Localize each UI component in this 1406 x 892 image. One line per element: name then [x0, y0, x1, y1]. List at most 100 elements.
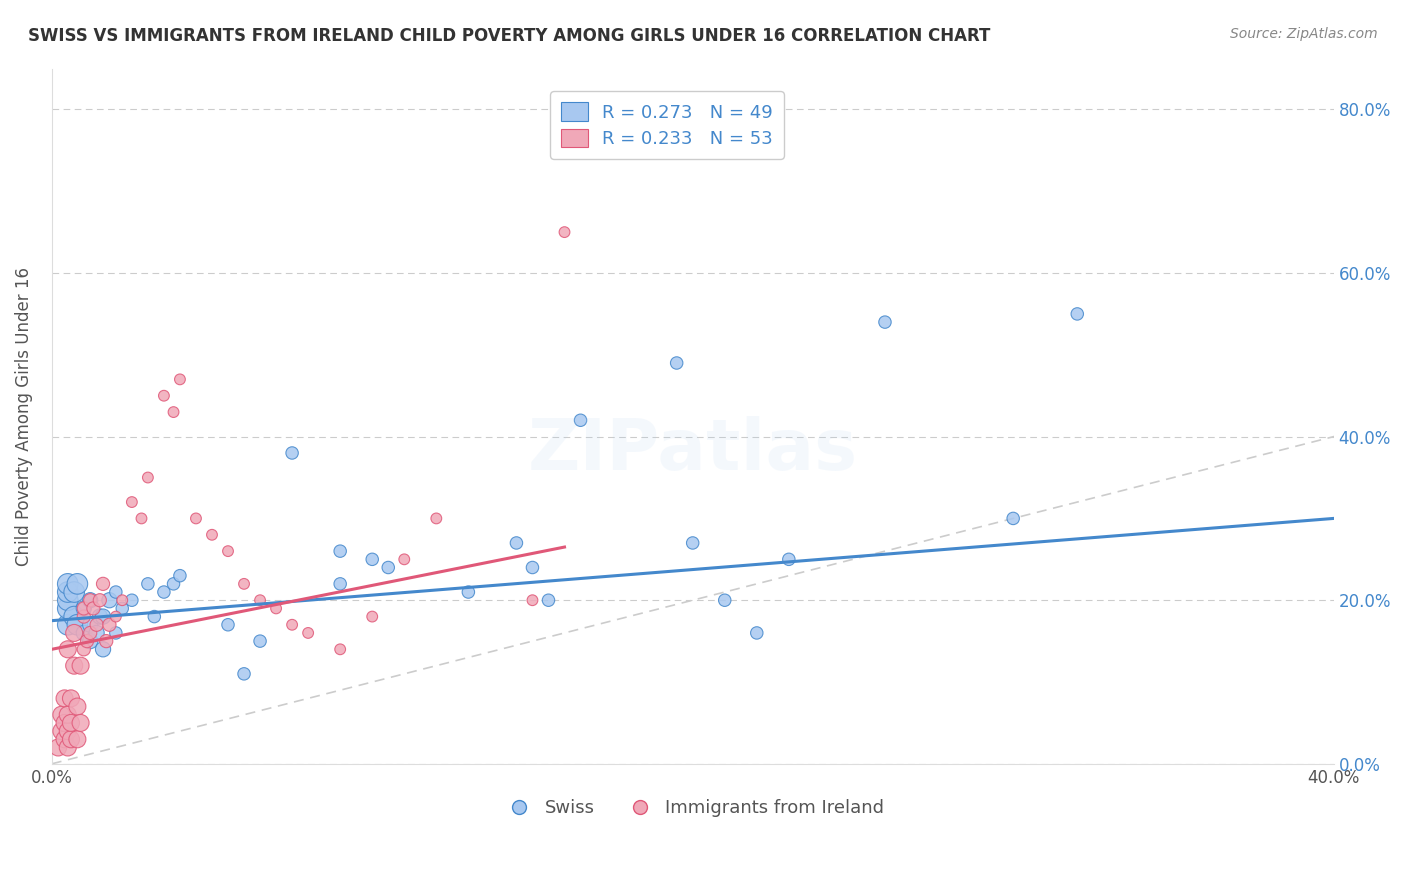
Point [569, 413, 592, 427]
Point [56, 593, 79, 607]
Point [249, 593, 271, 607]
Point [66, 617, 89, 632]
Point [86, 626, 108, 640]
Point [162, 577, 184, 591]
Point [143, 609, 166, 624]
Point [59, 732, 82, 747]
Point [53, 732, 76, 747]
Point [425, 511, 447, 525]
Point [69, 715, 91, 730]
Point [201, 528, 224, 542]
Point [104, 626, 127, 640]
Point [76, 634, 98, 648]
Legend: Swiss, Immigrants from Ireland: Swiss, Immigrants from Ireland [494, 792, 891, 824]
Point [162, 405, 184, 419]
Point [217, 544, 239, 558]
Point [522, 593, 544, 607]
Point [79, 617, 101, 632]
Point [104, 585, 127, 599]
Point [297, 626, 319, 640]
Point [329, 577, 352, 591]
Point [153, 585, 176, 599]
Point [66, 699, 89, 714]
Point [79, 626, 101, 640]
Point [281, 617, 304, 632]
Point [59, 691, 82, 706]
Point [329, 642, 352, 657]
Point [553, 225, 575, 239]
Point [153, 389, 176, 403]
Point [537, 593, 560, 607]
Point [53, 691, 76, 706]
Point [56, 585, 79, 599]
Point [46, 740, 69, 755]
Point [361, 609, 384, 624]
Point [169, 568, 191, 582]
Point [281, 446, 304, 460]
Point [131, 511, 153, 525]
Point [73, 609, 96, 624]
Point [264, 601, 287, 615]
Point [82, 601, 104, 615]
Point [59, 715, 82, 730]
Point [66, 732, 89, 747]
Point [89, 593, 111, 607]
Point [56, 724, 79, 739]
Point [361, 552, 384, 566]
Text: ZIPatlas: ZIPatlas [527, 417, 858, 485]
Point [73, 642, 96, 657]
Point [56, 707, 79, 722]
Point [457, 585, 479, 599]
Point [522, 560, 544, 574]
Point [249, 634, 271, 648]
Point [56, 577, 79, 591]
Point [91, 609, 114, 624]
Point [121, 593, 143, 607]
Point [1002, 511, 1025, 525]
Point [873, 315, 896, 329]
Point [104, 609, 127, 624]
Point [98, 593, 121, 607]
Point [505, 536, 527, 550]
Point [89, 609, 111, 624]
Point [79, 634, 101, 648]
Point [56, 740, 79, 755]
Point [778, 552, 800, 566]
Point [63, 658, 86, 673]
Point [63, 585, 86, 599]
Point [51, 724, 73, 739]
Point [86, 617, 108, 632]
Point [233, 577, 256, 591]
Text: Source: ZipAtlas.com: Source: ZipAtlas.com [1230, 27, 1378, 41]
Point [56, 617, 79, 632]
Point [136, 577, 159, 591]
Point [73, 601, 96, 615]
Point [136, 470, 159, 484]
Point [63, 609, 86, 624]
Point [51, 707, 73, 722]
Point [73, 626, 96, 640]
Point [745, 626, 768, 640]
Point [79, 593, 101, 607]
Point [121, 495, 143, 509]
Point [73, 601, 96, 615]
Text: SWISS VS IMMIGRANTS FROM IRELAND CHILD POVERTY AMONG GIRLS UNDER 16 CORRELATION : SWISS VS IMMIGRANTS FROM IRELAND CHILD P… [28, 27, 990, 45]
Point [377, 560, 399, 574]
Point [56, 601, 79, 615]
Point [394, 552, 416, 566]
Point [98, 617, 121, 632]
Point [96, 634, 118, 648]
Y-axis label: Child Poverty Among Girls Under 16: Child Poverty Among Girls Under 16 [15, 267, 32, 566]
Point [66, 577, 89, 591]
Point [56, 642, 79, 657]
Point [63, 626, 86, 640]
Point [69, 658, 91, 673]
Point [217, 617, 239, 632]
Point [713, 593, 735, 607]
Point [91, 642, 114, 657]
Point [79, 593, 101, 607]
Point [53, 715, 76, 730]
Point [91, 577, 114, 591]
Point [111, 601, 134, 615]
Point [184, 511, 207, 525]
